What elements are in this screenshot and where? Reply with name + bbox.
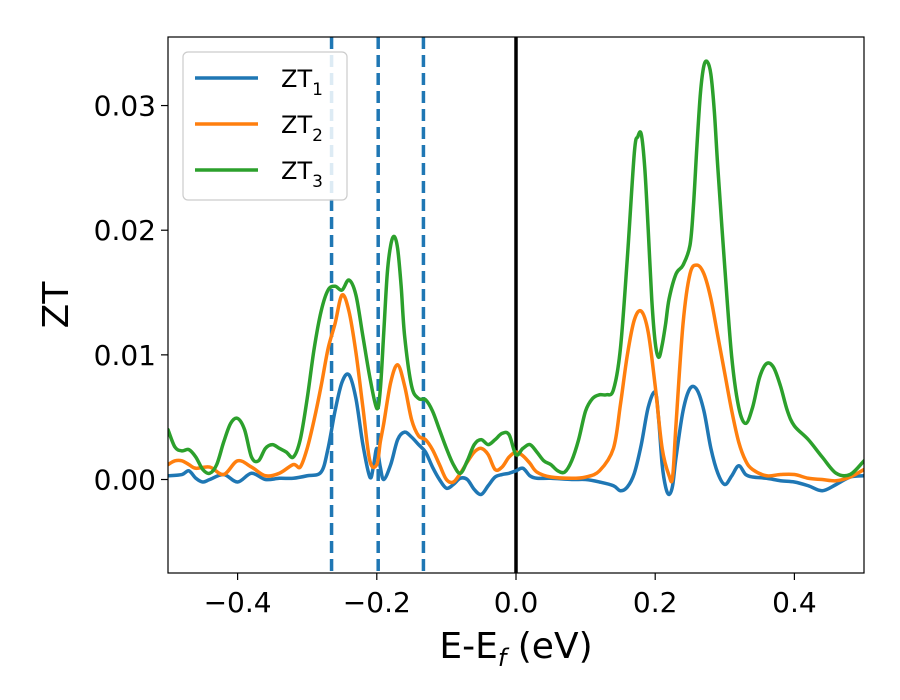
series-line-zt2	[168, 263, 864, 485]
series-line-zt3	[168, 59, 864, 478]
legend-label-zt1: ZT1	[281, 65, 323, 100]
x-axis: −0.4 −0.2 0.0 0.2 0.4	[204, 573, 817, 619]
legend-label-zt3: ZT3	[281, 157, 323, 192]
series-line-zt1	[168, 372, 864, 497]
legend: ZT1 ZT2 ZT3	[182, 51, 348, 201]
x-tick-label: 0.2	[633, 586, 678, 619]
y-tick-label: 0.01	[94, 339, 156, 372]
reference-lines	[329, 37, 518, 573]
x-tick-label: −0.4	[204, 586, 272, 619]
x-tick-label: 0.0	[494, 586, 539, 619]
y-axis: 0.00 0.01 0.02 0.03	[94, 90, 168, 497]
y-tick-label: 0.03	[94, 90, 156, 123]
series-lines	[168, 59, 864, 497]
y-axis-label: ZT	[36, 281, 77, 329]
y-tick-label: 0.02	[94, 214, 156, 247]
y-tick-label: 0.00	[94, 464, 156, 497]
legend-label-zt2: ZT2	[281, 111, 323, 146]
legend-box	[182, 51, 348, 201]
x-tick-label: 0.4	[772, 586, 817, 619]
x-axis-label: E-Ef (eV)	[439, 626, 592, 672]
x-tick-label: −0.2	[343, 586, 411, 619]
